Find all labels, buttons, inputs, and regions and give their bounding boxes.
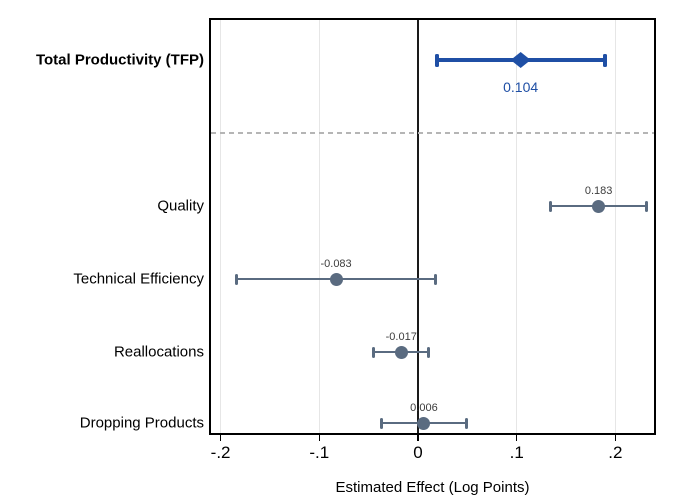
category-label-quality: Quality bbox=[157, 197, 204, 215]
plot-area: 0.104 0.183 -0.083 -0.017 0.006 bbox=[209, 18, 656, 435]
x-tick-label-p2: .2 bbox=[608, 443, 623, 462]
x-tick-label-p1: .1 bbox=[509, 443, 524, 462]
ci-cap-lo-dropping-products bbox=[379, 417, 383, 429]
estimate-marker-total-productivity-tfp bbox=[510, 52, 531, 68]
estimate-value-label-total-productivity-tfp: 0.104 bbox=[503, 79, 539, 95]
ci-cap-lo-reallocations bbox=[372, 346, 376, 358]
x-axis-title: Estimated Effect (Log Points) bbox=[335, 479, 530, 496]
category-label-total-productivity-tfp: Total Productivity (TFP) bbox=[35, 51, 204, 69]
ci-cap-hi-reallocations bbox=[427, 346, 431, 358]
ci-cap-lo-technical-efficiency bbox=[234, 273, 238, 285]
gridline bbox=[515, 20, 518, 433]
gridline bbox=[219, 20, 222, 433]
x-axis-tick--p1 bbox=[318, 434, 321, 441]
x-tick-label--p1: -.1 bbox=[309, 443, 330, 462]
x-tick-label--p2: -.2 bbox=[210, 443, 231, 462]
gridline bbox=[614, 20, 617, 433]
category-label-reallocations: Reallocations bbox=[113, 343, 204, 361]
x-axis-tick-p2 bbox=[614, 434, 617, 441]
category-label-dropping-products: Dropping Products bbox=[79, 414, 204, 432]
x-axis-tick-p1 bbox=[515, 434, 518, 441]
category-label-technical-efficiency: Technical Efficiency bbox=[73, 270, 204, 288]
zero-reference-line bbox=[417, 20, 419, 433]
plot-inner-region: 0.104 0.183 -0.083 -0.017 0.006 bbox=[211, 20, 654, 433]
estimate-marker-dropping-products bbox=[417, 416, 431, 430]
dashed-separator-line bbox=[211, 132, 654, 134]
ci-cap-hi-total-productivity-tfp bbox=[602, 53, 607, 67]
estimate-value-label-technical-efficiency: -0.083 bbox=[320, 258, 352, 270]
x-axis-tick--p2 bbox=[219, 434, 222, 441]
ci-cap-hi-dropping-products bbox=[464, 417, 468, 429]
ci-cap-lo-quality bbox=[548, 200, 552, 212]
ci-cap-hi-quality bbox=[645, 200, 649, 212]
x-tick-label-0: 0 bbox=[413, 443, 423, 462]
ci-cap-hi-technical-efficiency bbox=[434, 273, 438, 285]
ci-cap-lo-total-productivity-tfp bbox=[434, 53, 439, 67]
estimate-marker-quality bbox=[592, 199, 606, 213]
x-axis-tick-0 bbox=[417, 434, 419, 441]
estimate-value-label-quality: 0.183 bbox=[584, 185, 613, 197]
estimate-value-label-reallocations: -0.017 bbox=[385, 331, 417, 343]
gridline bbox=[318, 20, 321, 433]
estimate-marker-technical-efficiency bbox=[329, 272, 343, 286]
estimate-marker-reallocations bbox=[394, 345, 408, 359]
estimate-value-label-dropping-products: 0.006 bbox=[410, 402, 438, 414]
